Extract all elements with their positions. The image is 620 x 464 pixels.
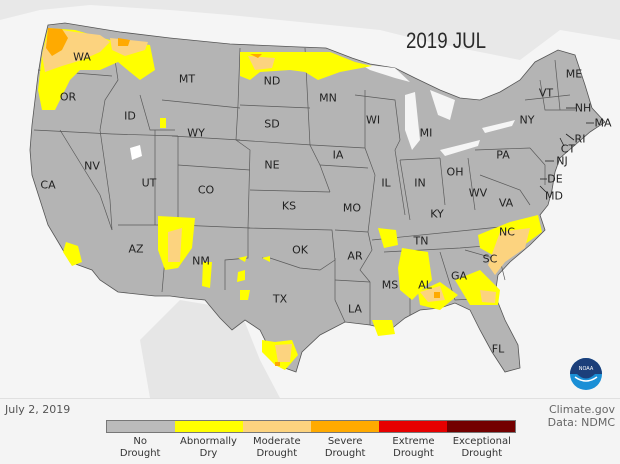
legend-label: Abnormally Dry bbox=[180, 436, 237, 459]
legend-label: No Drought bbox=[119, 436, 161, 459]
state-label-nc: NC bbox=[499, 225, 515, 239]
legend-swatch-severe-drought bbox=[311, 421, 379, 432]
state-label-ms: MS bbox=[381, 278, 399, 292]
state-label-mo: MO bbox=[342, 201, 362, 215]
legend-swatch-abnormally-dry bbox=[175, 421, 243, 432]
legend-label: Severe Drought bbox=[324, 436, 366, 459]
state-label-ma: MA bbox=[594, 116, 612, 130]
state-label-mt: MT bbox=[178, 72, 196, 86]
state-label-ne: NE bbox=[264, 158, 280, 172]
state-label-de: DE bbox=[547, 172, 563, 186]
state-label-wa: WA bbox=[73, 50, 91, 64]
state-label-az: AZ bbox=[128, 242, 144, 256]
state-label-ok: OK bbox=[292, 243, 308, 257]
noaa-logo: NOAA bbox=[569, 357, 603, 391]
state-label-ks: KS bbox=[281, 199, 297, 213]
state-label-wy: WY bbox=[187, 126, 205, 140]
state-label-in: IN bbox=[414, 176, 426, 190]
state-label-ri: RI bbox=[574, 132, 586, 146]
state-label-va: VA bbox=[498, 196, 514, 210]
state-label-co: CO bbox=[197, 183, 215, 197]
state-label-ar: AR bbox=[347, 249, 363, 263]
state-label-mi: MI bbox=[419, 126, 433, 140]
state-label-ny: NY bbox=[519, 113, 535, 127]
state-label-oh: OH bbox=[446, 165, 464, 179]
state-label-tn: TN bbox=[413, 234, 429, 248]
legend-swatch-extreme-drought bbox=[379, 421, 447, 432]
state-label-tx: TX bbox=[272, 292, 288, 306]
legend-swatch-no-drought bbox=[107, 421, 175, 432]
state-label-sc: SC bbox=[482, 252, 498, 266]
map-title: 2019 JUL bbox=[406, 28, 487, 53]
state-label-la: LA bbox=[348, 302, 362, 316]
legend-swatch-exceptional-drought bbox=[447, 421, 515, 432]
state-label-nd: ND bbox=[263, 74, 281, 88]
legend-label: Extreme Drought bbox=[392, 436, 435, 459]
legend-label: Exceptional Drought bbox=[452, 436, 511, 459]
state-label-al: AL bbox=[418, 278, 432, 292]
state-label-ct: CT bbox=[560, 142, 576, 156]
footer-divider bbox=[0, 398, 620, 399]
state-label-il: IL bbox=[381, 176, 391, 190]
drought-map bbox=[0, 0, 620, 398]
state-label-fl: FL bbox=[491, 342, 505, 356]
state-label-nm: NM bbox=[192, 254, 210, 268]
state-label-ky: KY bbox=[430, 207, 444, 221]
us-map-graphic bbox=[0, 0, 620, 398]
state-label-id: ID bbox=[124, 109, 136, 123]
state-label-md: MD bbox=[545, 189, 563, 203]
credit-source: Climate.gov bbox=[548, 403, 615, 416]
state-label-nj: NJ bbox=[556, 154, 568, 168]
noaa-logo-icon: NOAA bbox=[570, 358, 602, 390]
state-label-nv: NV bbox=[84, 159, 100, 173]
credit: Climate.gov Data: NDMC bbox=[548, 403, 615, 429]
state-label-ca: CA bbox=[40, 178, 56, 192]
state-label-sd: SD bbox=[264, 117, 280, 131]
credit-data: Data: NDMC bbox=[547, 416, 615, 429]
state-label-wi: WI bbox=[365, 113, 381, 127]
state-label-or: OR bbox=[59, 90, 77, 104]
map-date: July 2, 2019 bbox=[5, 403, 71, 416]
state-label-wv: WV bbox=[468, 186, 488, 200]
callout-lines bbox=[539, 107, 594, 193]
state-label-ia: IA bbox=[332, 148, 344, 162]
state-label-mn: MN bbox=[319, 91, 337, 105]
svg-text:NOAA: NOAA bbox=[579, 366, 594, 372]
state-label-pa: PA bbox=[496, 148, 510, 162]
state-label-me: ME bbox=[565, 67, 583, 81]
state-label-ut: UT bbox=[141, 176, 157, 190]
legend-labels: No Drought Abnormally Dry Moderate Droug… bbox=[106, 436, 516, 460]
state-label-vt: VT bbox=[538, 86, 554, 100]
legend-swatch-moderate-drought bbox=[243, 421, 311, 432]
state-label-nh: NH bbox=[574, 101, 592, 115]
legend-label: Moderate Drought bbox=[253, 436, 301, 459]
state-label-ga: GA bbox=[450, 269, 468, 283]
legend-colorbar bbox=[106, 420, 516, 433]
